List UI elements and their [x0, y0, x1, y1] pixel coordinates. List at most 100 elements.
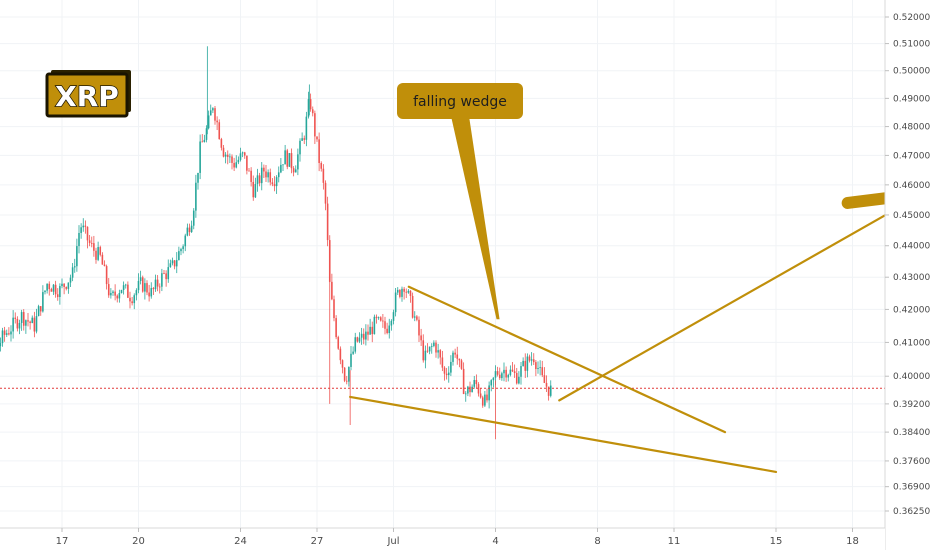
candle-body: [165, 273, 167, 280]
candle-body: [167, 267, 170, 280]
candle-body: [350, 353, 352, 367]
y-tick-label: 0.47000: [893, 151, 930, 161]
candle-body: [405, 291, 408, 293]
candle-body: [67, 282, 70, 289]
candle-body: [526, 356, 529, 371]
candle-body: [530, 359, 533, 361]
y-axis: [885, 0, 932, 550]
candle-body: [314, 113, 316, 137]
candle-body: [25, 320, 27, 326]
candle-body: [309, 99, 312, 110]
candle-body: [280, 164, 282, 173]
candle-body: [110, 292, 112, 296]
candle-body: [469, 386, 471, 393]
y-tick-label: 0.43000: [893, 273, 930, 283]
candle-body: [447, 372, 450, 376]
candle-body: [31, 317, 34, 324]
candle-body: [154, 279, 157, 290]
candle-body: [460, 360, 463, 369]
candle-body: [292, 168, 295, 173]
candle-body: [52, 284, 55, 292]
candle-body: [224, 154, 227, 157]
grid: [0, 0, 885, 528]
candle-body: [131, 301, 133, 304]
candle-body: [435, 342, 437, 353]
candle-body: [541, 367, 544, 376]
candle-body: [44, 290, 46, 293]
candle-body: [248, 170, 250, 172]
candle-body: [545, 382, 548, 387]
candle-body: [180, 249, 182, 252]
candle-body: [99, 247, 102, 255]
candle-body: [14, 317, 17, 319]
candle-body: [475, 379, 478, 385]
candle-body: [260, 167, 263, 184]
candle-body: [471, 386, 473, 393]
candle-body: [222, 147, 225, 157]
candle-body: [54, 284, 57, 295]
candle-body: [156, 279, 159, 287]
y-tick-label: 0.46000: [893, 181, 930, 191]
candle-body: [390, 320, 393, 326]
candle-body: [549, 385, 552, 396]
candle-body: [84, 225, 87, 227]
candle-body: [258, 175, 261, 184]
candle-body: [256, 175, 259, 185]
candle-body: [188, 227, 191, 233]
x-tick-label: 24: [234, 536, 247, 547]
candle-body: [133, 295, 136, 304]
candle-body: [311, 109, 314, 114]
candle-body: [150, 288, 153, 297]
candle-body: [369, 326, 371, 335]
candle-body: [518, 376, 520, 384]
candle-body: [507, 374, 510, 378]
candle-body: [450, 361, 452, 373]
candle-body: [18, 322, 21, 329]
x-tick-label: 11: [668, 536, 681, 547]
candle-body: [428, 346, 431, 352]
candle-body: [137, 280, 140, 291]
x-tick-label: 18: [846, 536, 859, 547]
callout-pointer: [451, 116, 500, 320]
candle-body: [473, 379, 476, 387]
candle-body: [277, 172, 280, 178]
candle-body: [464, 393, 467, 395]
candle-body: [78, 232, 80, 247]
y-tick-label: 0.44000: [893, 242, 930, 252]
candle-body: [492, 377, 495, 381]
candle-body: [367, 331, 369, 335]
candle-body: [418, 319, 420, 336]
candle-body: [186, 227, 189, 236]
candle-body: [182, 246, 184, 250]
candle-body: [456, 354, 459, 359]
candle-body: [437, 350, 439, 353]
candle-body: [441, 357, 444, 368]
candle-body: [120, 289, 123, 294]
candle-body: [324, 182, 327, 204]
candle-body: [235, 162, 238, 168]
candle-body: [195, 182, 197, 211]
candle-body: [422, 340, 425, 361]
candle-body: [358, 337, 361, 342]
candle-body: [65, 286, 68, 289]
candle-body: [146, 283, 148, 293]
candle-body: [209, 110, 212, 116]
candle-body: [243, 152, 246, 156]
candle-body: [362, 333, 365, 340]
y-tick-label: 0.41000: [893, 338, 930, 348]
candle-body: [37, 306, 40, 317]
candle-body: [503, 369, 505, 374]
candle-body: [488, 385, 490, 401]
candle-body: [294, 169, 297, 173]
candle-body: [382, 320, 384, 322]
candle-body: [365, 331, 367, 340]
candle-body: [205, 128, 208, 140]
candle-body: [175, 260, 178, 267]
candle-body: [524, 360, 527, 371]
candle-body: [190, 225, 193, 233]
candle-body: [207, 115, 210, 129]
x-tick-label: 8: [594, 536, 600, 547]
candle-body: [543, 375, 546, 383]
candle-body: [218, 122, 221, 140]
